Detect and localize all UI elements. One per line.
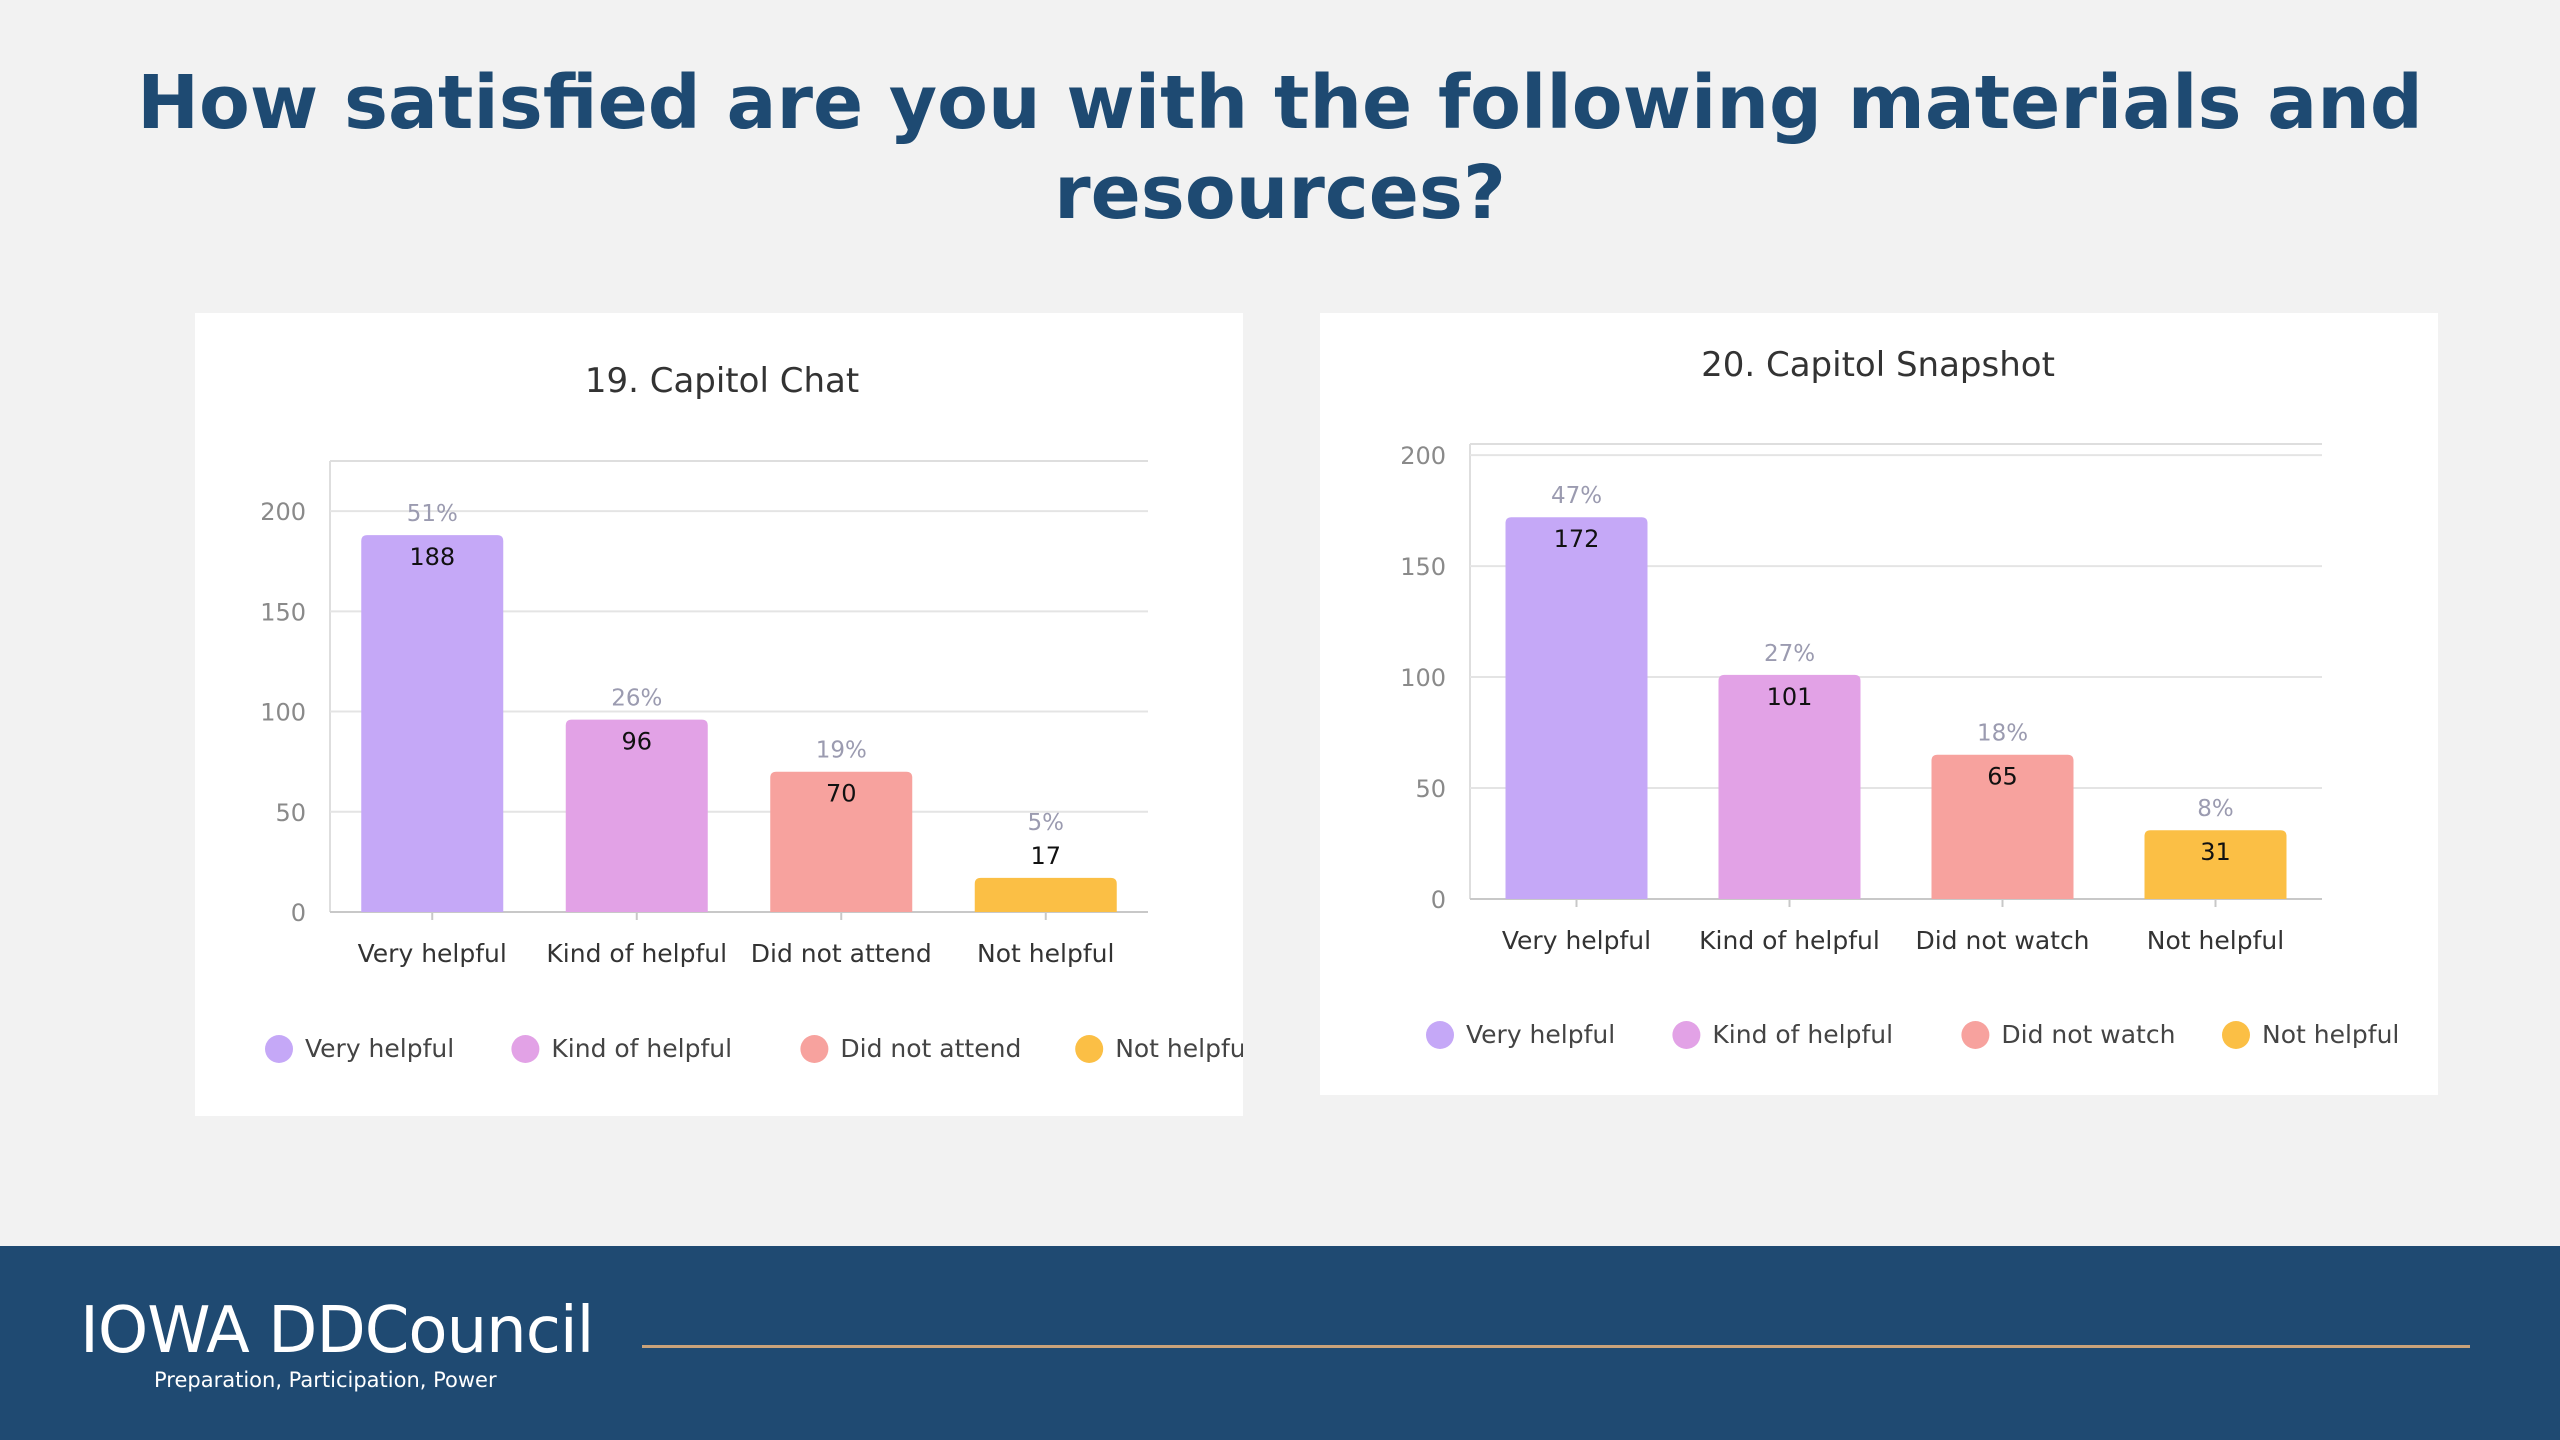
percent-label: 51% xyxy=(407,501,458,527)
legend-entry: Did not attend xyxy=(840,1034,1021,1063)
bar-kind-of-helpful xyxy=(1718,674,1861,899)
slide-title: How satisfied are you with the following… xyxy=(0,58,2560,238)
legend-swatch xyxy=(265,1035,293,1063)
percent-label: 5% xyxy=(1028,810,1065,836)
logo-tagline: Preparation, Participation, Power xyxy=(154,1368,497,1392)
chart-capitol-snapshot: 20. Capitol Snapshot 0 50 100 150 200 47% 172 Ve… xyxy=(1400,345,2399,1049)
bar-not-helpful xyxy=(974,877,1117,912)
value-label: 101 xyxy=(1767,683,1813,711)
chart-title: 20. Capitol Snapshot xyxy=(1701,345,2055,385)
y-tick-label: 50 xyxy=(275,799,306,827)
legend-swatch xyxy=(800,1035,829,1063)
legend-entry: Kind of helpful xyxy=(1712,1020,1893,1049)
chart-capitol-chat: 19. Capitol Chat 0 50 100 150 200 51% 188 Very h… xyxy=(260,361,1243,1063)
y-tick-label: 200 xyxy=(260,498,306,526)
y-tick-label: 150 xyxy=(1400,553,1446,581)
percent-label: 26% xyxy=(611,686,662,712)
legend-swatch xyxy=(1075,1035,1104,1063)
legend-entry: Kind of helpful xyxy=(551,1034,732,1063)
legend-swatch xyxy=(511,1035,540,1063)
x-tick-label: Very helpful xyxy=(358,939,507,968)
legend-entry: Not helpful xyxy=(2262,1020,2399,1049)
y-tick-label: 150 xyxy=(260,598,306,626)
percent-label: 19% xyxy=(816,738,867,764)
bar-did-not-watch xyxy=(1931,754,2074,899)
x-tick-label: Did not watch xyxy=(1915,926,2089,955)
legend-entry: Very helpful xyxy=(305,1034,454,1063)
bar-very-helpful xyxy=(1505,517,1648,899)
value-label: 70 xyxy=(826,780,857,808)
bar-very-helpful xyxy=(361,535,504,912)
legend-entry: Not helpful xyxy=(1115,1034,1243,1063)
value-label: 31 xyxy=(2200,838,2231,866)
slide-title-line-2: resources? xyxy=(1054,150,1506,236)
bar-did-not-attend xyxy=(770,771,913,912)
legend-swatch xyxy=(1961,1021,1990,1049)
y-tick-label: 50 xyxy=(1415,775,1446,803)
x-tick-label: Did not attend xyxy=(751,939,932,968)
value-label: 172 xyxy=(1554,525,1600,553)
value-label: 17 xyxy=(1030,842,1061,870)
chart-title: 19. Capitol Chat xyxy=(585,361,859,401)
x-tick-label: Very helpful xyxy=(1502,926,1651,955)
slide-title-line-1: How satisfied are you with the following… xyxy=(137,60,2423,146)
percent-label: 27% xyxy=(1764,641,1815,667)
x-tick-label: Kind of helpful xyxy=(546,939,727,968)
footer-bar: IOWA DDCouncil Preparation, Participatio… xyxy=(0,1246,2560,1440)
legend-entry: Very helpful xyxy=(1466,1020,1615,1049)
y-tick-label: 0 xyxy=(291,899,306,927)
value-label: 96 xyxy=(621,728,652,756)
legend-swatch xyxy=(1426,1021,1454,1049)
y-tick-label: 200 xyxy=(1400,442,1446,470)
chart-card-capitol-chat: 19. Capitol Chat 0 50 100 150 200 51% 188 Very h… xyxy=(195,313,1243,1116)
y-tick-label: 100 xyxy=(260,699,306,727)
value-label: 65 xyxy=(1987,763,2018,791)
legend-entry: Did not watch xyxy=(2001,1020,2175,1049)
bar-kind-of-helpful xyxy=(565,719,708,912)
bar-not-helpful xyxy=(2144,830,2287,899)
y-tick-label: 100 xyxy=(1400,664,1446,692)
legend-swatch xyxy=(2222,1021,2250,1049)
percent-label: 8% xyxy=(2197,796,2234,822)
value-label: 188 xyxy=(409,543,455,571)
iowa-ddcouncil-logo: IOWA DDCouncil xyxy=(80,1294,594,1368)
footer-divider xyxy=(642,1345,2470,1348)
percent-label: 18% xyxy=(1977,721,2028,747)
x-tick-label: Kind of helpful xyxy=(1699,926,1880,955)
y-tick-label: 0 xyxy=(1431,886,1446,914)
chart-card-capitol-snapshot: 20. Capitol Snapshot 0 50 100 150 200 47% 172 Ve… xyxy=(1320,313,2438,1095)
legend-swatch xyxy=(1672,1021,1701,1049)
x-tick-label: Not helpful xyxy=(977,939,1114,968)
x-tick-label: Not helpful xyxy=(2147,926,2284,955)
percent-label: 47% xyxy=(1551,483,1602,509)
